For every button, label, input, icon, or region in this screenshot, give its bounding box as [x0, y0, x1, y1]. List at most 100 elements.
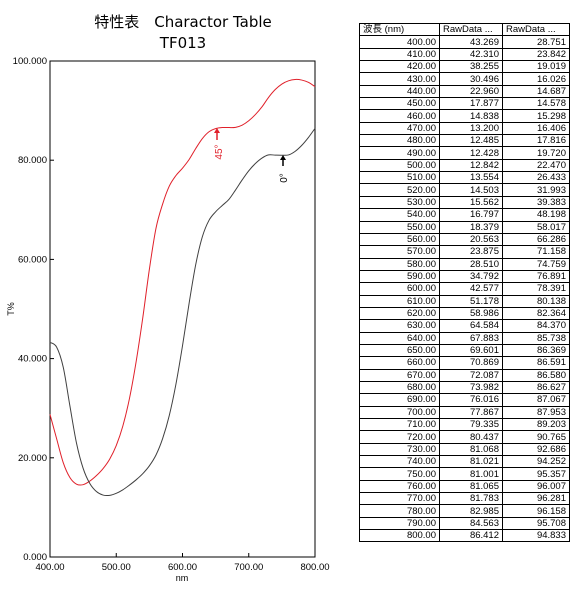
series-line-45deg	[49, 78, 316, 486]
cell-rawdata-2: 86.591	[502, 356, 570, 370]
cell-rawdata-1: 86.412	[439, 529, 503, 543]
x-tick-label: 700.00	[234, 562, 263, 573]
table-row: 630.00 64.584 84.370	[359, 319, 570, 333]
table-row: 420.00 38.255 19.019	[359, 60, 570, 74]
table-row: 560.00 20.563 66.286	[359, 232, 570, 247]
cell-wavelength: 620.00	[359, 306, 440, 321]
cell-wavelength: 520.00	[359, 183, 440, 197]
table-row: 510.00 13.554 26.433	[359, 171, 570, 185]
table-row: 680.00 73.982 86.627	[359, 380, 570, 395]
cell-wavelength: 700.00	[359, 405, 440, 420]
cell-wavelength: 510.00	[359, 171, 440, 185]
cell-rawdata-1: 12.428	[439, 146, 503, 160]
cell-rawdata-1: 64.584	[439, 319, 503, 333]
cell-wavelength: 430.00	[359, 72, 440, 86]
cell-rawdata-2: 96.158	[502, 504, 570, 518]
table-row: 430.00 30.496 16.026	[359, 72, 570, 86]
table-row: 440.00 22.960 14.687	[359, 84, 570, 99]
cell-rawdata-2: 87.953	[502, 405, 570, 420]
cell-wavelength: 740.00	[359, 455, 440, 469]
table-row: 740.00 81.021 94.252	[359, 455, 570, 469]
cell-rawdata-1: 13.200	[439, 121, 503, 136]
table-row: 400.00 43.269 28.751	[359, 35, 570, 49]
cell-wavelength: 730.00	[359, 442, 440, 457]
cell-rawdata-2: 94.833	[502, 529, 570, 543]
cell-rawdata-2: 94.252	[502, 455, 570, 469]
cell-wavelength: 680.00	[359, 380, 440, 395]
table-row: 730.00 81.068 92.686	[359, 442, 570, 457]
annotation-45-label: 45°	[214, 144, 225, 159]
cell-rawdata-1: 18.379	[439, 220, 503, 234]
table-row: 690.00 76.016 87.067	[359, 393, 570, 407]
cell-rawdata-2: 86.369	[502, 343, 570, 358]
y-tick-label: 20.000	[18, 453, 47, 464]
table-row: 470.00 13.200 16.406	[359, 121, 570, 136]
annotation-45-arrowhead	[214, 128, 220, 133]
cell-rawdata-1: 15.562	[439, 195, 503, 210]
cell-rawdata-1: 82.985	[439, 504, 503, 518]
cell-rawdata-2: 86.627	[502, 380, 570, 395]
cell-rawdata-1: 38.255	[439, 60, 503, 74]
cell-rawdata-1: 12.485	[439, 134, 503, 148]
cell-wavelength: 670.00	[359, 368, 440, 382]
cell-wavelength: 440.00	[359, 84, 440, 99]
cell-rawdata-1: 81.021	[439, 455, 503, 469]
header-rawdata-2[interactable]: RawData ...	[502, 22, 570, 37]
cell-wavelength: 610.00	[359, 294, 440, 308]
cell-wavelength: 460.00	[359, 109, 440, 123]
cell-rawdata-1: 42.310	[439, 47, 503, 62]
x-axis: 400.00 500.00 600.00 700.00 800.00	[35, 553, 330, 573]
cell-wavelength: 780.00	[359, 504, 440, 518]
cell-rawdata-1: 14.838	[439, 109, 503, 123]
table-row: 800.00 86.412 94.833	[359, 529, 570, 543]
table-row: 490.00 12.428 19.720	[359, 146, 570, 160]
x-axis-label: nm	[176, 573, 189, 583]
cell-rawdata-2: 15.298	[502, 109, 570, 123]
x-tick-label: 600.00	[168, 562, 197, 573]
header-rawdata-1[interactable]: RawData ...	[439, 22, 503, 37]
annotation-0: 0°	[279, 155, 290, 183]
cell-rawdata-1: 16.797	[439, 208, 503, 222]
table-row: 770.00 81.783 96.281	[359, 492, 570, 506]
x-tick-label: 800.00	[300, 562, 329, 573]
cell-wavelength: 720.00	[359, 430, 440, 444]
table-row: 570.00 23.875 71.158	[359, 245, 570, 259]
cell-rawdata-1: 22.960	[439, 84, 503, 99]
cell-rawdata-1: 23.875	[439, 245, 503, 259]
table-row: 460.00 14.838 15.298	[359, 109, 570, 123]
cell-rawdata-1: 34.792	[439, 269, 503, 284]
cell-rawdata-1: 58.986	[439, 306, 503, 321]
table-body: 400.00 43.269 28.751 410.00 42.310 23.842 420.…	[359, 35, 570, 543]
cell-rawdata-2: 22.470	[502, 158, 570, 173]
cell-wavelength: 660.00	[359, 356, 440, 370]
cell-rawdata-2: 19.720	[502, 146, 570, 160]
cell-rawdata-2: 95.708	[502, 516, 570, 531]
cell-wavelength: 550.00	[359, 220, 440, 234]
cell-rawdata-1: 13.554	[439, 171, 503, 185]
cell-wavelength: 640.00	[359, 331, 440, 345]
cell-wavelength: 410.00	[359, 47, 440, 62]
annotation-45: 45°	[214, 128, 225, 160]
table-row: 660.00 70.869 86.591	[359, 356, 570, 370]
cell-rawdata-2: 92.686	[502, 442, 570, 457]
cell-rawdata-2: 78.391	[502, 282, 570, 296]
y-tick-label: 60.000	[18, 254, 47, 265]
cell-wavelength: 750.00	[359, 467, 440, 481]
cell-rawdata-1: 72.087	[439, 368, 503, 382]
cell-rawdata-2: 48.198	[502, 208, 570, 222]
table-row: 580.00 28.510 74.759	[359, 257, 570, 271]
cell-rawdata-2: 14.578	[502, 97, 570, 111]
cell-wavelength: 650.00	[359, 343, 440, 358]
header-wavelength[interactable]: 波長 (nm)	[359, 22, 440, 37]
cell-wavelength: 450.00	[359, 97, 440, 111]
x-tick-label: 500.00	[102, 562, 131, 573]
cell-rawdata-1: 79.335	[439, 417, 503, 432]
table-row: 620.00 58.986 82.364	[359, 306, 570, 321]
table-row: 480.00 12.485 17.816	[359, 134, 570, 148]
cell-wavelength: 490.00	[359, 146, 440, 160]
data-table: 波長 (nm) RawData ... RawData ... 400.00 43…	[359, 22, 570, 543]
x-tick-label: 400.00	[35, 562, 64, 573]
cell-rawdata-1: 84.563	[439, 516, 503, 531]
cell-rawdata-1: 17.877	[439, 97, 503, 111]
cell-rawdata-1: 70.869	[439, 356, 503, 370]
